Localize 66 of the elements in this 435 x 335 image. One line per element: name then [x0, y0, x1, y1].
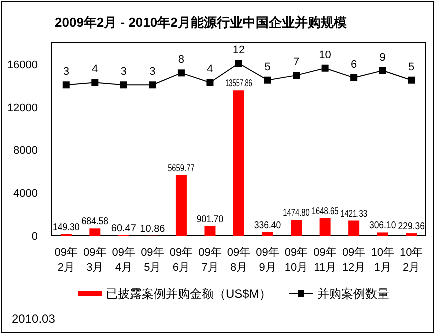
legend-label: 已披露案例并购金额（US$M）	[106, 287, 272, 301]
point	[322, 64, 329, 72]
data-label: 3	[63, 66, 70, 78]
data-label: 10	[319, 49, 332, 62]
data-label: 5	[264, 61, 271, 74]
data-label: 12	[232, 44, 246, 57]
bar	[204, 226, 216, 236]
chart-title: 2009年2月 - 2010年2月能源行业中国企业并购规模	[55, 15, 347, 30]
point	[206, 79, 214, 86]
point	[264, 76, 272, 84]
point	[236, 60, 242, 68]
data-label: 5659.77	[168, 163, 204, 174]
data-label: 4	[207, 64, 214, 76]
bar	[320, 218, 331, 236]
x-tick-label: 09年4月	[112, 247, 136, 274]
point	[62, 82, 70, 89]
data-label: 13557.86	[226, 78, 268, 90]
data-label: 3	[120, 66, 127, 78]
data-label: 7	[293, 56, 300, 69]
x-tick-label: 10年2月	[400, 247, 424, 274]
data-label: 60.47	[111, 223, 137, 234]
bar	[262, 232, 274, 236]
x-tick-label: 10年1月	[371, 247, 394, 274]
text: 2010.03	[12, 312, 56, 326]
x-tick-label: 09年12月	[342, 247, 366, 274]
x-tick-label: 09年11月	[314, 247, 337, 274]
data-label: 9	[380, 52, 386, 64]
y-tick-label: 0	[32, 231, 38, 243]
point	[408, 76, 416, 84]
data-label: 8	[178, 54, 185, 66]
x-tick-label: 09年9月	[256, 247, 280, 274]
x-tick-label: 09年5月	[141, 247, 164, 274]
data-label: 1421.33	[340, 208, 377, 220]
bar	[377, 232, 388, 236]
point	[149, 82, 156, 89]
data-label: 901.70	[196, 214, 228, 226]
x-tick-label: 09年7月	[198, 247, 222, 274]
data-label: 229.36	[398, 222, 429, 233]
x-tick-label: 09年8月	[227, 247, 251, 274]
data-label: 5	[408, 61, 415, 74]
data-label: 10.86	[140, 224, 166, 235]
legend-label: 并购案例数量	[317, 287, 390, 301]
point	[350, 74, 358, 82]
bar	[176, 175, 187, 236]
data-label: 4	[92, 64, 98, 76]
y-tick-label: 12000	[7, 102, 38, 114]
data-label: 684.58	[82, 216, 112, 228]
x-tick-label: 09年10月	[284, 247, 308, 274]
y-tick-label: 4000	[14, 188, 38, 200]
point	[92, 79, 99, 86]
bar	[348, 220, 360, 236]
y-tick-label: 16000	[7, 59, 38, 72]
point	[120, 82, 128, 89]
data-label: 336.40	[254, 220, 285, 232]
data-label: 3	[150, 66, 156, 78]
y-tick-label: 8000	[14, 145, 38, 158]
point	[178, 70, 185, 77]
bar	[234, 90, 244, 236]
point	[293, 72, 300, 80]
bar	[291, 220, 302, 236]
x-tick-label: 09年6月	[170, 247, 194, 274]
bar	[90, 228, 101, 236]
x-tick-label: 09年3月	[84, 247, 107, 274]
x-tick-label: 09年2月	[54, 247, 78, 274]
data-label: 6	[351, 58, 358, 71]
point	[379, 67, 386, 74]
